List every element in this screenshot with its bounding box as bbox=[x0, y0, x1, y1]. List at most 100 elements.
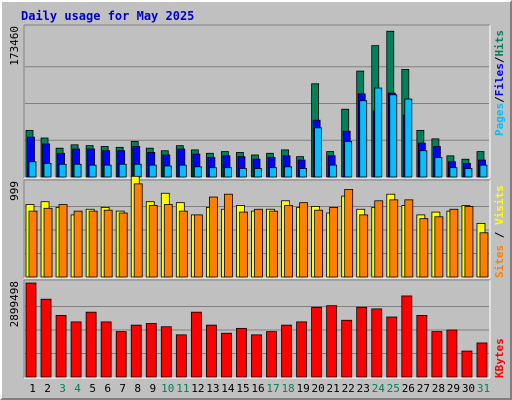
sites-bar bbox=[299, 202, 308, 278]
pages-bar bbox=[118, 163, 127, 178]
x-tick-label-day-12: 12 bbox=[191, 382, 204, 395]
kbytes-bar bbox=[371, 308, 383, 378]
x-tick-label-day-11: 11 bbox=[176, 382, 189, 395]
x-tick-label-day-6: 6 bbox=[104, 382, 111, 395]
sites-bar bbox=[148, 205, 158, 278]
x-tick-label-day-14: 14 bbox=[221, 382, 235, 395]
pages-bar bbox=[88, 164, 97, 178]
sites-bar bbox=[193, 214, 203, 278]
pages-bar bbox=[239, 168, 247, 178]
chart-title: Daily usage for May 2025 bbox=[21, 9, 195, 23]
legend-visits: Visits bbox=[493, 185, 506, 225]
pages-bar bbox=[163, 165, 172, 178]
pages-bar bbox=[434, 157, 443, 178]
legend-sites: Sites bbox=[493, 245, 506, 278]
y-max-label-visits: 999 bbox=[8, 181, 21, 201]
pages-bar bbox=[404, 98, 413, 178]
kbytes-bar bbox=[115, 331, 127, 378]
kbytes-bar bbox=[40, 298, 52, 378]
legend-kbytes: KBytes bbox=[493, 338, 506, 378]
pages-bar bbox=[28, 161, 37, 178]
x-tick-label-day-7: 7 bbox=[119, 382, 126, 395]
pages-bar bbox=[73, 163, 82, 178]
sites-bar bbox=[58, 204, 68, 278]
pages-bar bbox=[178, 164, 187, 178]
x-tick-label-day-21: 21 bbox=[327, 382, 340, 395]
x-tick-label-day-25: 25 bbox=[387, 382, 400, 395]
pages-bar bbox=[269, 167, 277, 178]
x-tick-label-day-3: 3 bbox=[59, 382, 66, 395]
pages-bar bbox=[148, 164, 157, 178]
kbytes-bar bbox=[461, 350, 473, 378]
pages-bar bbox=[299, 168, 307, 178]
legend-separator: / bbox=[493, 56, 506, 63]
kbytes-bar bbox=[311, 306, 323, 378]
legend-separator: / bbox=[493, 225, 506, 245]
legend-kbytes: KBytes bbox=[493, 338, 506, 378]
sites-bar bbox=[254, 208, 263, 278]
kbytes-bar bbox=[130, 324, 142, 378]
sites-bar bbox=[434, 216, 444, 278]
pages-bar bbox=[208, 167, 217, 178]
kbytes-bar bbox=[416, 315, 428, 378]
x-tick-label-day-27: 27 bbox=[417, 382, 430, 395]
y-max-label-kbytes: 2899498 bbox=[8, 281, 21, 327]
kbytes-bar bbox=[205, 324, 217, 378]
x-tick-label-day-2: 2 bbox=[44, 382, 51, 395]
kbytes-bar bbox=[356, 306, 368, 378]
legend-pages: Pages bbox=[493, 103, 506, 136]
kbytes-bar bbox=[175, 334, 187, 378]
sites-bar bbox=[389, 199, 399, 278]
x-tick-label-day-9: 9 bbox=[149, 382, 156, 395]
pages-bar bbox=[254, 168, 262, 178]
legend-files: Files bbox=[493, 63, 506, 96]
pages-bar bbox=[389, 94, 398, 178]
pages-bar bbox=[479, 164, 488, 178]
x-tick-label-day-1: 1 bbox=[29, 382, 36, 395]
pages-bar bbox=[464, 168, 473, 178]
x-tick-label-day-30: 30 bbox=[462, 382, 475, 395]
sites-bar bbox=[314, 209, 324, 278]
sites-bar bbox=[103, 209, 113, 278]
kbytes-bar bbox=[401, 295, 413, 378]
sites-bar bbox=[88, 210, 98, 278]
kbytes-bar bbox=[386, 316, 398, 378]
x-tick-label-day-4: 4 bbox=[74, 382, 81, 395]
sites-bar bbox=[479, 232, 489, 278]
x-tick-label-day-19: 19 bbox=[296, 382, 309, 395]
pages-bar bbox=[329, 164, 338, 178]
sites-bar bbox=[464, 206, 474, 278]
kbytes-bar bbox=[446, 329, 458, 378]
sites-bar bbox=[163, 204, 173, 278]
kbytes-bar bbox=[281, 324, 292, 378]
sites-bar bbox=[178, 210, 188, 278]
x-tick-label-day-10: 10 bbox=[161, 382, 174, 395]
kbytes-bar bbox=[431, 331, 443, 378]
legend-visits-sites: Sites / Visits bbox=[493, 185, 506, 278]
x-tick-label-day-18: 18 bbox=[281, 382, 294, 395]
kbytes-bar bbox=[145, 323, 157, 378]
sites-bar bbox=[224, 193, 233, 278]
pages-bar bbox=[359, 100, 368, 178]
legend-hits: Hits bbox=[493, 30, 506, 57]
kbytes-bar bbox=[160, 326, 172, 378]
pages-bar bbox=[314, 127, 323, 178]
kbytes-bar bbox=[25, 282, 37, 378]
sites-bar bbox=[329, 206, 339, 278]
x-tick-label-day-15: 15 bbox=[236, 382, 249, 395]
sites-bar bbox=[374, 200, 384, 278]
sites-bar bbox=[269, 210, 278, 278]
sites-bar bbox=[419, 218, 429, 278]
legend-hits-files-pages: Pages/Files/Hits bbox=[493, 30, 506, 136]
kbytes-bar bbox=[476, 342, 488, 378]
kbytes-bar bbox=[251, 334, 262, 378]
x-tick-label-day-29: 29 bbox=[447, 382, 460, 395]
pages-bar bbox=[58, 163, 67, 178]
x-tick-label-day-20: 20 bbox=[312, 382, 325, 395]
pages-bar bbox=[133, 163, 142, 178]
x-tick-label-day-16: 16 bbox=[251, 382, 264, 395]
x-tick-label-day-8: 8 bbox=[134, 382, 141, 395]
sites-bar bbox=[404, 199, 414, 278]
pages-bar bbox=[224, 167, 232, 178]
pages-bar bbox=[374, 87, 383, 178]
